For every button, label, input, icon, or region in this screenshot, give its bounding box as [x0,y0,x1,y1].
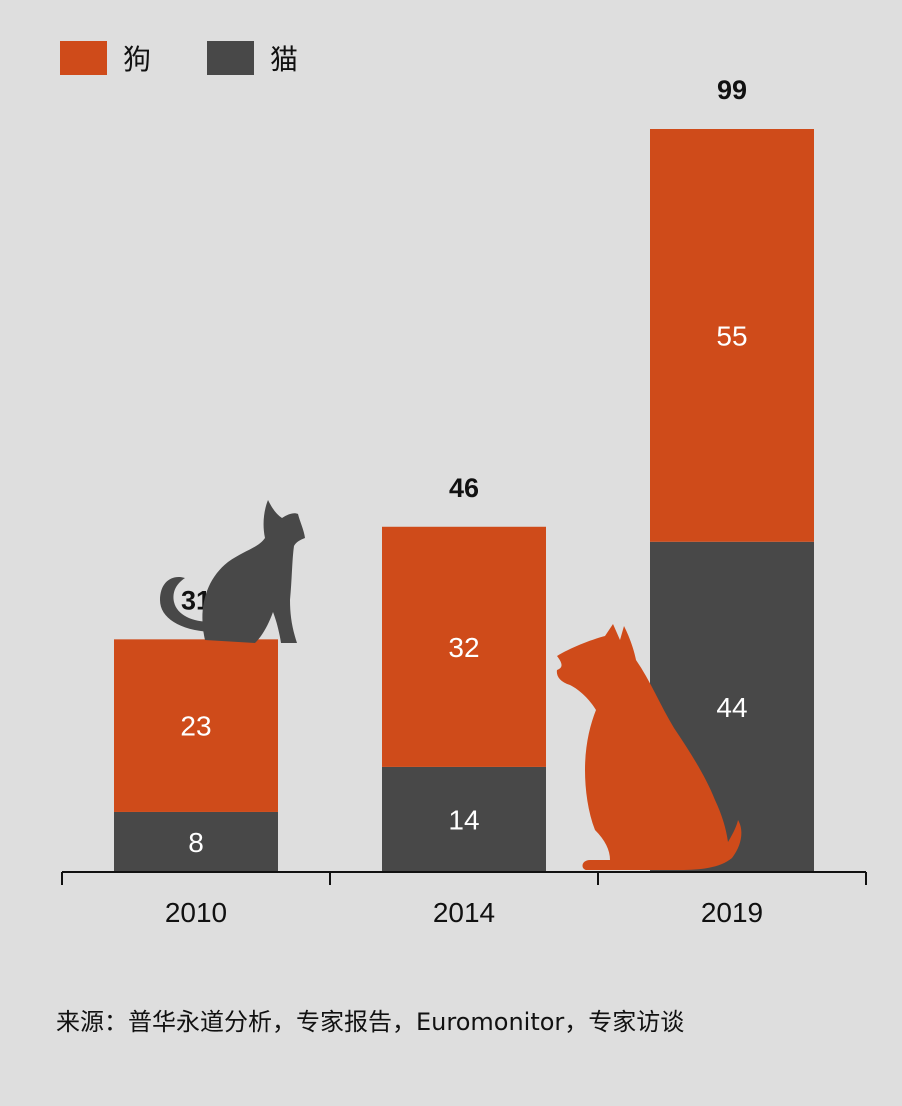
legend-item-cat: 猫 [207,38,298,78]
data-label-dog-2010: 23 [180,711,211,742]
data-label-cat-2014: 14 [448,804,479,835]
legend-item-dog: 狗 [60,38,151,78]
source-note: 来源：普华永道分析，专家报告，Euromonitor，专家访谈 [56,1008,685,1036]
bar-cat-2014 [382,766,546,872]
dog-silhouette-icon [556,624,742,870]
legend-swatch-dog [60,41,107,75]
cat-silhouette-icon [160,500,305,643]
x-tick-label-2010: 2010 [165,897,227,928]
x-tick-label-2019: 2019 [701,897,763,928]
bar-dog-2014 [382,526,546,767]
total-label-2019: 99 [717,75,747,105]
legend-label-dog: 狗 [123,43,152,76]
legend: 狗 猫 [60,38,354,78]
x-tick-label-2014: 2014 [433,897,495,928]
data-label-dog-2014: 32 [448,632,479,663]
data-label-dog-2019: 55 [716,320,747,351]
data-label-cat-2010: 8 [188,827,204,858]
data-label-cat-2019: 44 [716,692,747,723]
legend-label-cat: 猫 [270,43,299,76]
total-label-2014: 46 [449,473,479,503]
bar-cat-2010 [114,811,278,872]
bar-dog-2019 [650,129,814,542]
bar-dog-2010 [114,639,278,812]
legend-swatch-cat [207,41,255,75]
